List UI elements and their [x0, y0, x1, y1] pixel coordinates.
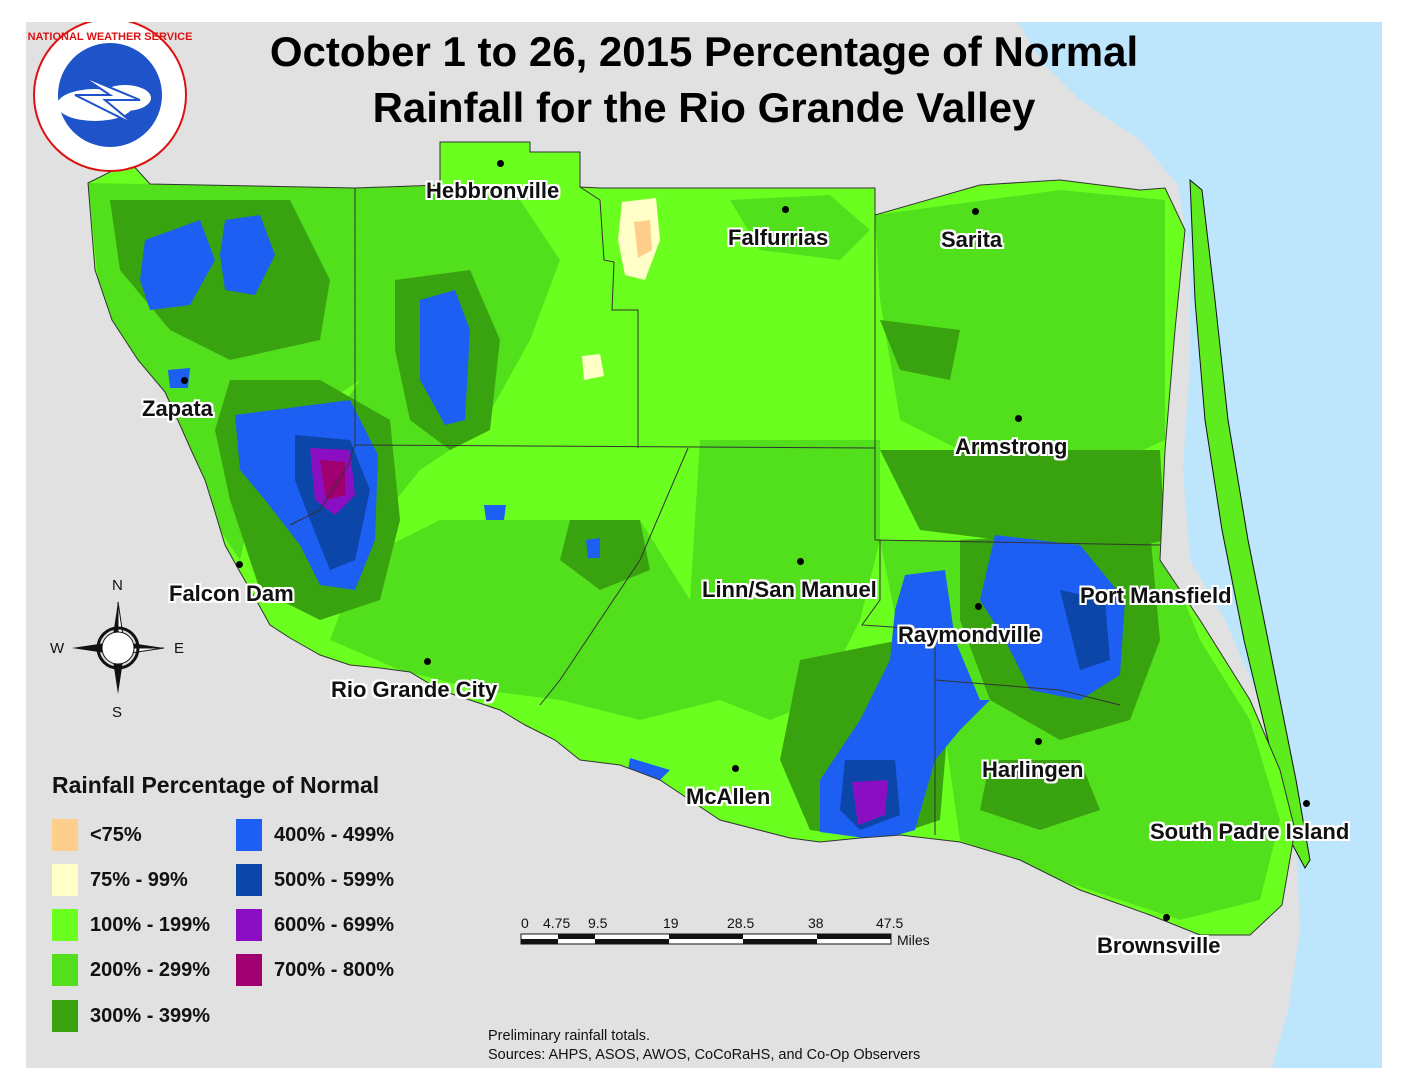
legend-item: 600% - 699% — [236, 909, 394, 941]
scale-unit: Miles — [897, 932, 930, 948]
notes-line2: Sources: AHPS, ASOS, AWOS, CoCoRaHS, and… — [488, 1047, 921, 1063]
city-label-zapata: Zapata — [142, 396, 213, 421]
legend-item: 100% - 199% — [52, 909, 210, 941]
legend-title: Rainfall Percentage of Normal — [52, 772, 380, 798]
legend-item: 500% - 599% — [236, 864, 394, 896]
compass-e: E — [174, 640, 185, 657]
legend-swatch — [52, 819, 78, 851]
source-notes: Preliminary rainfall totals. Sources: AH… — [488, 1027, 920, 1065]
legend-item: 200% - 299% — [52, 954, 210, 986]
legend-swatch — [52, 1000, 78, 1032]
legend-label: 500% - 599% — [274, 868, 395, 891]
city-label-brownsville: Brownsville — [1097, 933, 1221, 958]
city-marker-harlingen — [1035, 738, 1042, 745]
scale-label-9-5: 9.5 — [588, 915, 608, 931]
city-marker-falfurrias — [782, 206, 789, 213]
legend-item: <75% — [52, 819, 142, 851]
legend-swatch — [236, 909, 262, 941]
city-marker-sarita — [972, 208, 979, 215]
scale-label-28-5: 28.5 — [727, 915, 755, 931]
land-outline — [87, 141, 1296, 936]
barrier-island — [1189, 178, 1311, 869]
legend-label: 400% - 499% — [274, 823, 395, 846]
city-marker-linn-san-manuel — [797, 558, 804, 565]
rainfall-map: NATIONAL WEATHER SERVICE — [28, 22, 1382, 1068]
legend-label: 700% - 800% — [274, 958, 395, 981]
map-frame: NATIONAL WEATHER SERVICE — [26, 22, 1382, 1068]
compass-w: W — [50, 640, 65, 657]
city-marker-armstrong — [1015, 415, 1022, 422]
county-boundaries — [289, 186, 1161, 835]
city-marker-raymondville — [975, 603, 982, 610]
city-marker-hebbronville — [497, 160, 504, 167]
nws-logo: NATIONAL WEATHER SERVICE — [28, 22, 193, 172]
scale-label-38: 38 — [808, 915, 824, 931]
svg-text:NATIONAL WEATHER SERVICE: NATIONAL WEATHER SERVICE — [28, 31, 193, 43]
legend-swatch — [52, 909, 78, 941]
city-label-sarita: Sarita — [941, 227, 1003, 252]
city-label-raymondville: Raymondville — [898, 622, 1042, 647]
city-label-port-mansfield: Port Mansfield — [1080, 583, 1232, 608]
legend-item: 700% - 800% — [236, 954, 394, 986]
map-title-line2: Rainfall for the Rio Grande Valley — [372, 84, 1036, 131]
city-marker-zapata — [181, 377, 188, 384]
scale-label-0: 0 — [521, 915, 529, 931]
city-label-rio-grande-city: Rio Grande City — [331, 677, 498, 702]
city-label-mcallen: McAllen — [686, 784, 771, 809]
legend-swatch — [52, 864, 78, 896]
legend-item: 300% - 399% — [52, 1000, 210, 1032]
city-label-hebbronville: Hebbronville — [426, 178, 560, 203]
map-title-line1: October 1 to 26, 2015 Percentage of Norm… — [269, 28, 1139, 75]
compass-s: S — [112, 704, 123, 721]
legend-item: 400% - 499% — [236, 819, 394, 851]
legend-swatch — [236, 954, 262, 986]
scale-label-19: 19 — [663, 915, 679, 931]
scale-bar — [520, 933, 892, 945]
legend-label: 100% - 199% — [90, 913, 211, 936]
city-marker-south-padre-island — [1303, 800, 1310, 807]
legend-label: 200% - 299% — [90, 958, 211, 981]
legend-label: 300% - 399% — [90, 1004, 211, 1027]
legend-label: 75% - 99% — [90, 868, 188, 891]
city-label-linn-san-manuel: Linn/San Manuel — [702, 577, 877, 602]
city-label-armstrong: Armstrong — [955, 434, 1068, 459]
city-label-south-padre-island: South Padre Island — [1150, 819, 1350, 844]
legend-swatch — [236, 819, 262, 851]
legend-label: 600% - 699% — [274, 913, 395, 936]
legend-swatch — [236, 864, 262, 896]
legend-label: <75% — [90, 823, 142, 846]
legend-swatch — [52, 954, 78, 986]
notes-line1: Preliminary rainfall totals. — [488, 1028, 650, 1044]
city-marker-rio-grande-city — [424, 658, 431, 665]
compass-n: N — [112, 577, 123, 594]
city-label-harlingen: Harlingen — [982, 757, 1084, 782]
city-marker-falcon-dam — [236, 561, 243, 568]
city-marker-mcallen — [732, 765, 739, 772]
city-label-falfurrias: Falfurrias — [728, 225, 829, 250]
city-label-falcon-dam: Falcon Dam — [169, 581, 294, 606]
city-marker-brownsville — [1163, 914, 1170, 921]
scale-label-4-75: 4.75 — [543, 915, 571, 931]
compass-rose-icon — [72, 601, 165, 694]
legend-item: 75% - 99% — [52, 864, 188, 896]
scale-label-47-5: 47.5 — [876, 915, 904, 931]
